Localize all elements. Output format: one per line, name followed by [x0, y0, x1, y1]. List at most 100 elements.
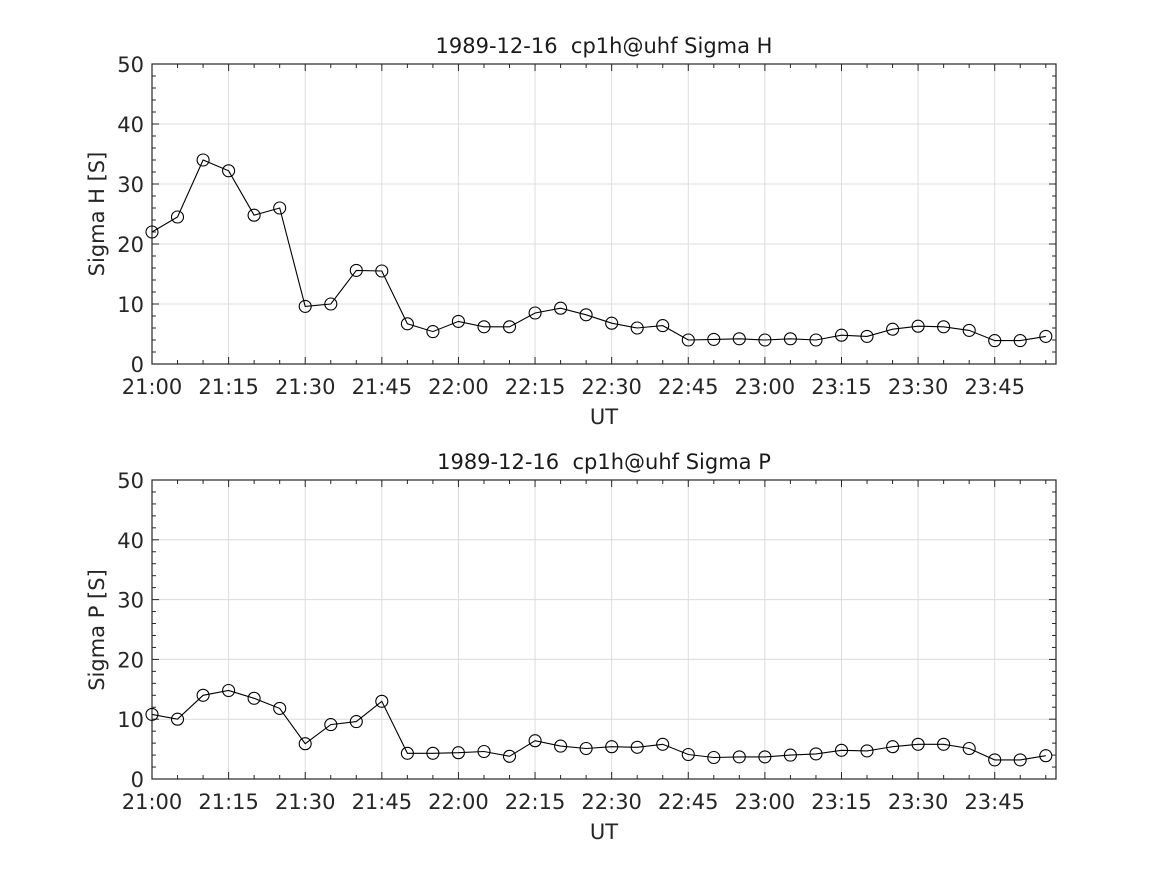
y-tick-label: 50	[117, 53, 144, 77]
y-tick-label: 40	[117, 113, 144, 137]
x-tick-label: 23:00	[735, 790, 796, 814]
data-point	[758, 333, 772, 347]
data-point	[426, 746, 440, 760]
x-tick-label: 21:45	[352, 790, 413, 814]
data-point	[196, 153, 210, 167]
x-tick-label: 22:30	[581, 375, 642, 399]
data-point	[145, 225, 159, 239]
data-point	[400, 746, 414, 760]
plot-frame	[151, 63, 1057, 365]
axis-ticks	[151, 479, 1056, 780]
data-point	[196, 688, 210, 702]
sigma-p-panel: 1989-12-16 cp1h@uhf Sigma P Sigma P [S] …	[85, 450, 1057, 844]
y-axis-label: Sigma H [S]	[85, 152, 109, 277]
y-tick-label: 50	[117, 469, 144, 493]
data-point	[170, 712, 185, 726]
x-tick-label: 21:45	[352, 375, 413, 399]
data-point	[860, 329, 874, 343]
data-point	[962, 323, 976, 337]
x-tick-label: 21:00	[122, 375, 183, 399]
y-tick-label: 30	[117, 589, 144, 613]
data-point	[579, 308, 593, 322]
x-tick-label: 21:15	[198, 790, 259, 814]
data-point	[579, 741, 593, 756]
x-tick-label: 22:45	[658, 375, 719, 399]
data-point	[656, 319, 670, 333]
data-point	[758, 750, 772, 764]
data-point	[656, 737, 670, 751]
x-tick-label: 22:15	[505, 375, 566, 399]
data-point	[554, 301, 568, 315]
data-point	[783, 332, 797, 346]
data-point	[911, 319, 925, 333]
y-tick-label: 10	[117, 708, 144, 732]
data-point	[426, 325, 440, 339]
x-tick-label: 23:15	[811, 375, 872, 399]
data-point	[605, 316, 619, 330]
data-point	[375, 694, 389, 708]
data-point	[937, 737, 951, 751]
data-point	[273, 201, 287, 215]
chart-title: 1989-12-16 cp1h@uhf Sigma P	[437, 450, 771, 474]
data-point	[962, 741, 976, 756]
data-point	[298, 737, 312, 751]
data-point	[1013, 334, 1027, 348]
series-line	[151, 159, 1046, 342]
data-point	[349, 715, 363, 729]
x-tick-label: 21:15	[198, 375, 259, 399]
data-point	[324, 297, 338, 311]
x-axis-label: UT	[590, 820, 618, 844]
data-point	[630, 321, 644, 335]
data-point	[170, 210, 185, 224]
data-point	[324, 718, 338, 732]
x-tick-label: 23:45	[964, 375, 1025, 399]
x-tick-label: 22:30	[581, 790, 642, 814]
data-point	[783, 748, 797, 762]
x-axis-label: UT	[590, 405, 618, 429]
data-point	[732, 332, 746, 346]
data-point	[247, 208, 261, 222]
data-point	[145, 707, 159, 721]
data-point	[681, 747, 695, 762]
data-point	[298, 299, 312, 313]
data-point	[502, 320, 517, 334]
data-point	[528, 306, 542, 320]
data-point	[707, 750, 721, 765]
y-tick-label: 20	[117, 233, 144, 257]
data-point	[988, 334, 1002, 348]
y-tick-label: 30	[117, 173, 144, 197]
data-point	[988, 753, 1002, 767]
data-point	[349, 263, 363, 277]
data-point	[707, 332, 721, 346]
chart-title: 1989-12-16 cp1h@uhf Sigma H	[436, 34, 773, 58]
data-point	[554, 739, 568, 753]
data-point	[809, 747, 823, 761]
data-point	[502, 749, 517, 763]
x-tick-label: 23:15	[811, 790, 872, 814]
data-point	[834, 328, 849, 342]
data-point	[477, 320, 491, 334]
y-tick-label: 0	[131, 353, 144, 377]
x-tick-label: 21:30	[275, 375, 336, 399]
x-tick-label: 23:30	[888, 790, 949, 814]
data-point	[809, 333, 823, 347]
data-point	[886, 322, 900, 336]
series-line	[151, 689, 1046, 761]
data-point	[630, 740, 644, 754]
data-point	[605, 740, 619, 754]
x-tick-label: 23:45	[964, 790, 1025, 814]
data-point	[477, 744, 491, 759]
y-tick-label: 0	[131, 768, 144, 792]
y-tick-label: 10	[117, 293, 144, 317]
data-point	[1039, 329, 1053, 343]
data-point	[681, 333, 695, 347]
data-point	[732, 750, 746, 764]
x-tick-label: 21:30	[275, 790, 336, 814]
x-tick-label: 21:00	[122, 790, 183, 814]
data-point	[247, 691, 261, 705]
data-point	[528, 734, 542, 748]
x-tick-label: 22:45	[658, 790, 719, 814]
data-point	[273, 701, 287, 715]
